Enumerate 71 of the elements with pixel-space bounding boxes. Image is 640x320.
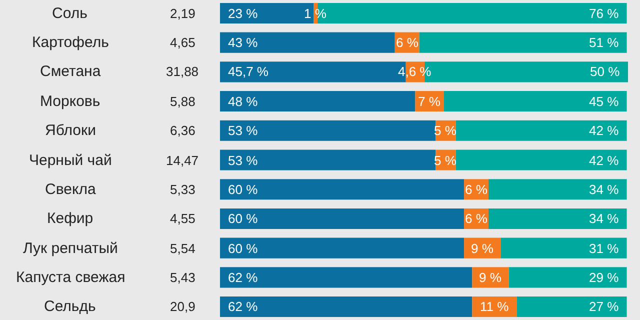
- data-label: 60 %: [228, 241, 258, 256]
- data-label: 42 %: [589, 153, 620, 168]
- bar: [220, 208, 464, 229]
- bar: [220, 150, 436, 170]
- bar: [220, 267, 472, 288]
- data-label: 53 %: [228, 153, 258, 168]
- bar: [500, 238, 627, 258]
- bar: [220, 296, 472, 318]
- data-label: 45 %: [589, 94, 620, 109]
- data-label: 31 %: [589, 241, 620, 256]
- y-tick-label: Морковь: [40, 93, 100, 110]
- data-label: 42 %: [589, 123, 620, 138]
- data-label: 6 %: [465, 182, 488, 197]
- data-label: 34 %: [589, 182, 620, 197]
- y-tick-label: Кефир: [47, 210, 94, 227]
- text: 20,9: [170, 299, 196, 314]
- data-label: 60 %: [228, 182, 258, 197]
- bar: [508, 267, 627, 288]
- data-label: 9 %: [479, 270, 502, 285]
- bar: [456, 120, 627, 141]
- text: 2,19: [170, 6, 196, 21]
- text: 5,88: [170, 94, 196, 109]
- y-tick-label: Капуста свежая: [16, 269, 126, 286]
- y-tick-label: Яблоки: [45, 122, 96, 139]
- text: 5,33: [170, 182, 196, 197]
- data-label: 34 %: [589, 211, 620, 226]
- data-label: 9 %: [471, 241, 494, 256]
- data-label: 23 %: [228, 6, 258, 21]
- bar: [419, 32, 627, 53]
- data-label: 60 %: [228, 211, 258, 226]
- bar: [220, 2, 314, 24]
- data-label: 51 %: [589, 35, 620, 50]
- data-label: 6 %: [465, 211, 488, 226]
- bar: [220, 238, 464, 258]
- y-tick-label: Картофель: [32, 34, 110, 51]
- bar: [220, 179, 464, 200]
- y-tick-label: Черный чай: [29, 152, 112, 169]
- y-tick-label: Соль: [52, 5, 88, 22]
- text: 5,43: [170, 270, 196, 285]
- data-label: 29 %: [589, 270, 620, 285]
- y-tick-label: Свекла: [45, 181, 96, 198]
- data-label: 7 %: [418, 94, 441, 109]
- text: 31,88: [166, 64, 199, 79]
- y-tick-label: Лук репчатый: [23, 240, 118, 257]
- data-label: 45,7 %: [228, 64, 269, 79]
- data-label: 6 %: [396, 35, 419, 50]
- text: 4,65: [170, 35, 196, 50]
- data-label: 11 %: [480, 299, 510, 314]
- data-label: 53 %: [228, 123, 258, 138]
- bar: [220, 32, 395, 53]
- y-tick-label: Сметана: [40, 63, 102, 80]
- data-label: 27 %: [589, 299, 620, 314]
- data-label: 62 %: [228, 299, 258, 314]
- data-label: 76 %: [589, 6, 620, 21]
- text: 4,55: [170, 211, 196, 226]
- y-tick-label: Сельдь: [44, 298, 96, 315]
- bar: [488, 179, 627, 200]
- bar: [220, 120, 436, 141]
- bar: [488, 208, 627, 229]
- bar: [456, 150, 627, 170]
- data-label: 50 %: [590, 64, 620, 79]
- bar: [516, 296, 627, 318]
- data-label: 43 %: [228, 35, 258, 50]
- bar: [444, 91, 627, 112]
- data-label: 62 %: [228, 270, 258, 285]
- text: 5,54: [170, 241, 196, 256]
- text: 14,47: [166, 153, 199, 168]
- bar: [472, 296, 517, 318]
- text: 6,36: [170, 123, 196, 138]
- bar: [220, 91, 416, 112]
- data-label: 48 %: [228, 94, 258, 109]
